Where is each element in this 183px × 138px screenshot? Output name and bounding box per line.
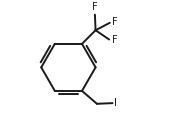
Text: F: F: [112, 35, 117, 45]
Text: I: I: [114, 98, 117, 108]
Text: F: F: [92, 2, 98, 12]
Text: F: F: [112, 17, 118, 27]
